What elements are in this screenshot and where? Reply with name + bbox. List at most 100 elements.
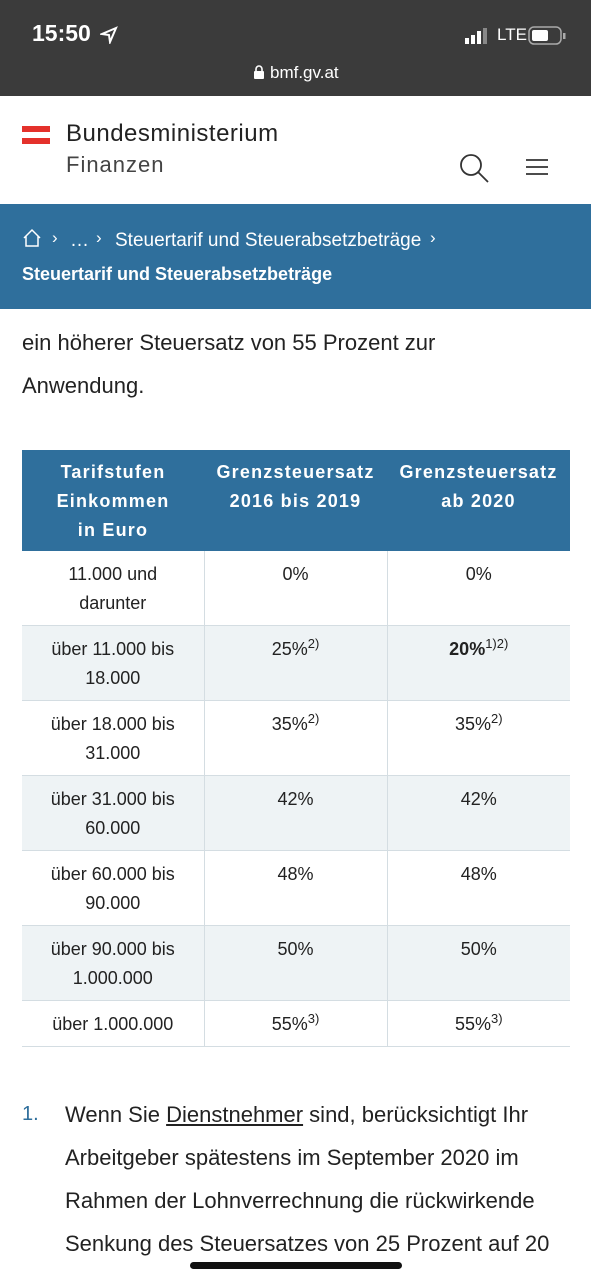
cell-text: 0% bbox=[282, 564, 309, 584]
table-row: über 60.000 bis 90.000 48% 48% bbox=[22, 850, 570, 926]
cell-text: über 1.000.000 bbox=[52, 1014, 174, 1034]
table-body: 11.000 und darunter 0% 0% über 11.000 bis 1… bbox=[22, 551, 570, 1047]
header-line: 2016 bis 2019 bbox=[229, 491, 362, 511]
location-icon bbox=[100, 26, 118, 44]
home-indicator bbox=[190, 1262, 402, 1269]
footnote-ref: 3) bbox=[307, 1011, 320, 1026]
cell-text: 42% bbox=[460, 789, 497, 809]
battery-icon bbox=[528, 26, 566, 45]
network: LTE bbox=[497, 25, 527, 44]
menu-icon[interactable] bbox=[526, 158, 548, 176]
table-cell: 35%2) bbox=[386, 700, 570, 776]
lock-icon bbox=[254, 65, 264, 79]
table-cell: 50% bbox=[203, 925, 387, 1001]
table-cell: 48% bbox=[386, 850, 570, 926]
site-header: Bundesministerium Finanzen bbox=[0, 96, 591, 204]
cell-text: 0% bbox=[465, 564, 492, 584]
cell-text: 55% bbox=[271, 1014, 308, 1034]
header-line: Einkommen bbox=[56, 491, 170, 511]
table-cell: 35%2) bbox=[203, 700, 387, 776]
cell-text: über 90.000 bis 1.000.000 bbox=[50, 939, 175, 988]
numbered-list: 1. Wenn Sie Dienstnehmer sind, berücksich… bbox=[22, 1093, 572, 1265]
site-title[interactable]: Bundesministerium bbox=[66, 120, 279, 147]
table-cell: 20%1)2) bbox=[386, 625, 570, 701]
cell-text: 48% bbox=[460, 864, 497, 884]
table-cell: 48% bbox=[203, 850, 387, 926]
cell-text: 25% bbox=[271, 639, 308, 659]
footnote-ref: 1)2) bbox=[485, 636, 509, 651]
cell-text: 11.000 und darunter bbox=[68, 564, 158, 613]
table-cell: 11.000 und darunter bbox=[22, 551, 204, 626]
header-cell: Tarifstufen Einkommen in Euro bbox=[22, 450, 204, 551]
header-row: Tarifstufen Einkommen in Euro Grenzsteuersa… bbox=[22, 450, 570, 551]
table-cell: 0% bbox=[386, 551, 570, 626]
table-cell: 42% bbox=[386, 775, 570, 851]
list-item: 1. Wenn Sie Dienstnehmer sind, berücksich… bbox=[22, 1093, 572, 1265]
table-cell: 42% bbox=[203, 775, 387, 851]
list-text: Wenn Sie bbox=[65, 1102, 167, 1127]
separator: › bbox=[430, 228, 436, 247]
table-cell: über 1.000.000 bbox=[22, 1000, 204, 1047]
signal-icon bbox=[465, 28, 487, 44]
header-line: ab 2020 bbox=[441, 491, 516, 511]
footnote-ref: 2) bbox=[490, 711, 503, 726]
cell-text: 50% bbox=[460, 939, 497, 959]
table-cell: über 31.000 bis 60.000 bbox=[22, 775, 204, 851]
footnote-ref: 2) bbox=[307, 636, 320, 651]
url[interactable]: bmf.gv.at bbox=[270, 63, 339, 82]
cell-text: über 60.000 bis 90.000 bbox=[50, 864, 175, 913]
cell-text: 42% bbox=[277, 789, 314, 809]
table-row: über 18.000 bis 31.000 35%2) 35%2) bbox=[22, 700, 570, 776]
list-text: sind, berücksichtigt Ihr Arbeitgeber spä… bbox=[65, 1102, 550, 1256]
tax-table: Tarifstufen Einkommen in Euro Grenzsteuersa… bbox=[22, 450, 570, 1047]
list-number: 1. bbox=[22, 1103, 39, 1125]
table-row: über 31.000 bis 60.000 42% 42% bbox=[22, 775, 570, 851]
intro-text: ein höherer Steuersatz von 55 Prozent zu… bbox=[22, 330, 436, 398]
breadcrumb-current: Steuertarif und Steuerabsetzbeträge bbox=[22, 264, 333, 284]
table-row: über 90.000 bis 1.000.000 50% 50% bbox=[22, 925, 570, 1001]
header-line: Grenzsteuersatz bbox=[399, 462, 558, 482]
cell-text: 55% bbox=[454, 1014, 491, 1034]
cell-text: 35% bbox=[271, 714, 308, 734]
logo-flag[interactable] bbox=[22, 126, 50, 144]
footnote-ref: 3) bbox=[490, 1011, 503, 1026]
cell-text: 35% bbox=[454, 714, 491, 734]
table-cell: über 90.000 bis 1.000.000 bbox=[22, 925, 204, 1001]
breadcrumb: › … › Steuertarif und Steuerabsetzbeträg… bbox=[0, 204, 591, 309]
table-row: 11.000 und darunter 0% 0% bbox=[22, 551, 570, 626]
header-line: Tarifstufen bbox=[60, 462, 166, 482]
separator: › bbox=[96, 228, 102, 247]
cell-text: 48% bbox=[277, 864, 314, 884]
footnote-ref: 2) bbox=[307, 711, 320, 726]
breadcrumb-ellipsis[interactable]: … bbox=[70, 230, 89, 251]
site-subtitle[interactable]: Finanzen bbox=[66, 152, 165, 177]
header-line: in Euro bbox=[77, 520, 149, 540]
header-cell: Grenzsteuersatz ab 2020 bbox=[387, 450, 570, 551]
table-cell: 55%3) bbox=[203, 1000, 387, 1047]
status-bar: 15:50 LTE bmf.gv.at bbox=[0, 0, 591, 96]
table-cell: über 60.000 bis 90.000 bbox=[22, 850, 204, 926]
table-cell: 25%2) bbox=[203, 625, 387, 701]
cell-text: über 11.000 bis 18.000 bbox=[51, 639, 175, 688]
table-cell: 50% bbox=[386, 925, 570, 1001]
cell-text: über 31.000 bis 60.000 bbox=[50, 789, 175, 838]
header-cell: Grenzsteuersatz 2016 bis 2019 bbox=[204, 450, 387, 551]
clock: 15:50 bbox=[32, 20, 91, 46]
list-link[interactable]: Dienstnehmer bbox=[166, 1102, 304, 1127]
table-cell: 55%3) bbox=[386, 1000, 570, 1047]
cell-text: über 18.000 bis 31.000 bbox=[50, 714, 175, 763]
table-row: über 1.000.000 55%3) 55%3) bbox=[22, 1000, 570, 1047]
search-icon[interactable] bbox=[458, 152, 490, 184]
table-row: über 11.000 bis 18.000 25%2) 20%1)2) bbox=[22, 625, 570, 701]
table-cell: über 18.000 bis 31.000 bbox=[22, 700, 204, 776]
cell-text: 20% bbox=[449, 639, 486, 659]
breadcrumb-parent[interactable]: Steuertarif und Steuerabsetzbeträge bbox=[115, 230, 422, 251]
table-cell: über 11.000 bis 18.000 bbox=[22, 625, 204, 701]
table-cell: 0% bbox=[203, 551, 387, 626]
home-icon[interactable] bbox=[22, 228, 42, 248]
cell-text: 50% bbox=[277, 939, 314, 959]
separator: › bbox=[52, 228, 58, 247]
header-line: Grenzsteuersatz bbox=[216, 462, 375, 482]
